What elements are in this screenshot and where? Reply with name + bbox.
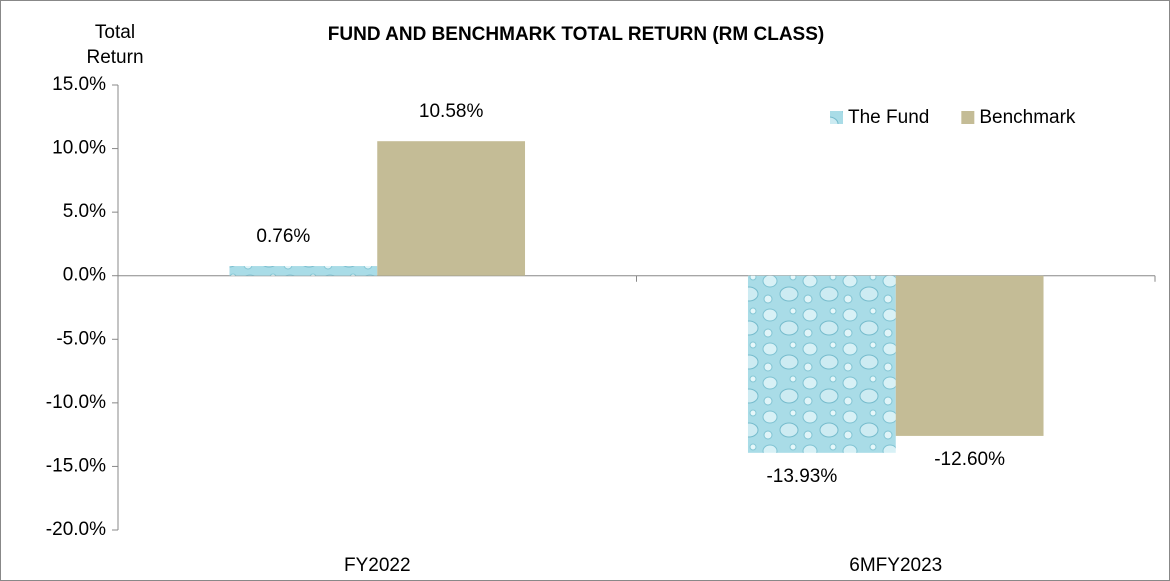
y-tick-label: -10.0%	[46, 392, 106, 413]
data-label: -13.93%	[766, 466, 837, 487]
bar	[229, 266, 378, 276]
x-tick-label: FY2022	[344, 555, 411, 576]
y-tick-label: 5.0%	[63, 201, 106, 222]
legend-swatch	[830, 111, 843, 124]
data-label: 10.58%	[419, 101, 484, 122]
data-label: -12.60%	[934, 449, 1005, 470]
legend-swatch	[961, 111, 975, 124]
chart-title: FUND AND BENCHMARK TOTAL RETURN (RM CLAS…	[328, 24, 824, 45]
y-tick-label: 15.0%	[52, 74, 106, 95]
legend-label: The Fund	[848, 107, 929, 128]
y-tick-label: 10.0%	[52, 138, 106, 159]
y-tick-label: 0.0%	[63, 265, 106, 286]
y-tick-label: -20.0%	[46, 519, 106, 540]
y-tick-label: -5.0%	[56, 328, 106, 349]
y-axis-label: Total Return	[86, 22, 144, 68]
bar	[747, 275, 896, 453]
legend-label: Benchmark	[979, 107, 1076, 128]
data-label: 0.76%	[256, 226, 310, 247]
bar	[895, 275, 1044, 436]
bar	[377, 141, 526, 276]
y-tick-label: -15.0%	[46, 455, 106, 476]
x-tick-label: 6MFY2023	[849, 555, 942, 576]
